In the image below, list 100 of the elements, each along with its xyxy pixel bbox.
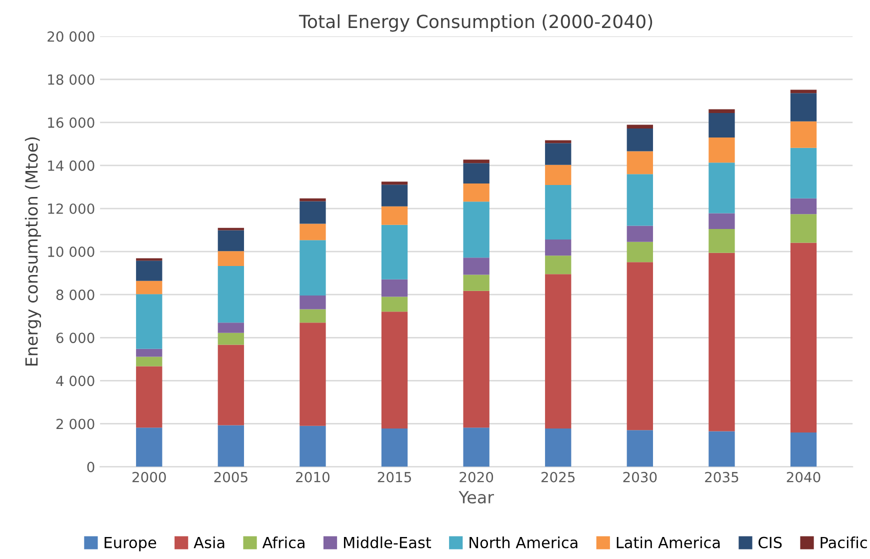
bar xyxy=(136,258,162,261)
bar xyxy=(708,431,735,467)
y-tick-label: 18 000 xyxy=(48,74,94,85)
bar xyxy=(626,226,654,242)
bar xyxy=(136,294,162,349)
bar xyxy=(545,185,572,240)
bar xyxy=(545,256,572,274)
bar xyxy=(708,252,735,432)
bar xyxy=(626,242,654,262)
x-tick-label: 2015 xyxy=(378,472,411,482)
bar xyxy=(300,224,326,240)
bar xyxy=(708,109,735,113)
bar xyxy=(381,182,408,185)
bar xyxy=(136,366,162,428)
bar xyxy=(300,426,326,467)
bar xyxy=(708,213,735,229)
bar xyxy=(218,344,244,426)
legend-label: Pacific xyxy=(820,536,867,548)
x-tick-label: 2040 xyxy=(786,472,820,482)
bar xyxy=(218,322,244,333)
y-tick-label: 12 000 xyxy=(48,203,94,214)
y-tick-label: 10 000 xyxy=(48,246,94,258)
bar xyxy=(300,295,326,310)
bar xyxy=(790,432,817,467)
bar xyxy=(790,242,817,433)
bar xyxy=(545,143,572,165)
bar xyxy=(381,206,408,225)
y-tick-label: 4 000 xyxy=(56,376,94,386)
x-tick-label: 2005 xyxy=(214,472,248,482)
bar xyxy=(300,201,326,224)
bar xyxy=(463,202,490,258)
legend-label: Middle-East xyxy=(344,536,432,548)
bar xyxy=(300,198,326,202)
bar xyxy=(790,121,817,148)
y-tick-label: 16 000 xyxy=(48,117,94,128)
bar xyxy=(545,240,572,256)
x-tick-label: 2010 xyxy=(296,472,330,482)
x-tick-label: 2000 xyxy=(132,472,166,482)
y-tick-label: 8 000 xyxy=(56,290,94,300)
y-tick-label: 14 000 xyxy=(48,160,94,171)
bar xyxy=(626,430,654,467)
y-tick-label: 20 000 xyxy=(48,31,94,42)
bar xyxy=(381,296,408,312)
bar xyxy=(300,309,326,323)
bar xyxy=(218,266,244,323)
legend-label: Africa xyxy=(262,536,304,548)
bar xyxy=(790,93,817,122)
bar xyxy=(708,162,735,214)
x-tick-label: 2035 xyxy=(705,472,738,482)
bar xyxy=(381,224,408,280)
bar xyxy=(381,184,408,206)
bar xyxy=(300,240,326,296)
legend-label: CIS xyxy=(758,536,782,548)
bar xyxy=(136,348,162,357)
x-tick-label: 2020 xyxy=(460,472,494,482)
bar xyxy=(463,290,490,428)
bar xyxy=(790,198,817,214)
bar xyxy=(463,274,490,291)
x-tick-label: 2025 xyxy=(541,472,575,482)
bar xyxy=(218,332,244,345)
bar xyxy=(790,148,817,198)
bar xyxy=(136,260,162,281)
bar xyxy=(300,322,326,426)
legend-label: Latin America xyxy=(616,536,720,548)
bar xyxy=(545,428,572,467)
x-axis-title: Year xyxy=(458,491,494,504)
bar xyxy=(381,279,408,297)
bar xyxy=(790,90,817,94)
bar xyxy=(708,112,735,138)
bar xyxy=(626,262,654,430)
bar xyxy=(218,425,244,467)
chart-title: Total Energy Consumption (2000-2040) xyxy=(298,14,652,32)
bar xyxy=(381,312,408,428)
bar xyxy=(463,184,490,202)
legend-label: Asia xyxy=(194,536,224,548)
bar xyxy=(545,164,572,186)
y-axis-title: Energy consumption (Mtoe) xyxy=(24,137,42,366)
bar xyxy=(136,356,162,366)
bar xyxy=(218,230,244,252)
bar xyxy=(545,274,572,428)
bar xyxy=(463,163,490,184)
x-tick-label: 2030 xyxy=(623,472,657,482)
bar xyxy=(708,228,735,253)
bar xyxy=(708,137,735,163)
bar xyxy=(218,251,244,266)
bar xyxy=(136,280,162,294)
bar xyxy=(463,160,490,164)
y-tick-label: 0 xyxy=(87,462,94,472)
bar xyxy=(463,428,490,467)
bar xyxy=(136,428,162,467)
y-tick-label: 6 000 xyxy=(56,332,94,344)
legend-label: Europe xyxy=(104,536,156,552)
bar xyxy=(626,124,654,128)
bar xyxy=(463,258,490,275)
bar xyxy=(381,428,408,467)
bar xyxy=(626,128,654,152)
bar xyxy=(626,151,654,174)
bar xyxy=(790,214,817,243)
y-tick-label: 2 000 xyxy=(56,418,94,430)
bar xyxy=(626,174,654,226)
